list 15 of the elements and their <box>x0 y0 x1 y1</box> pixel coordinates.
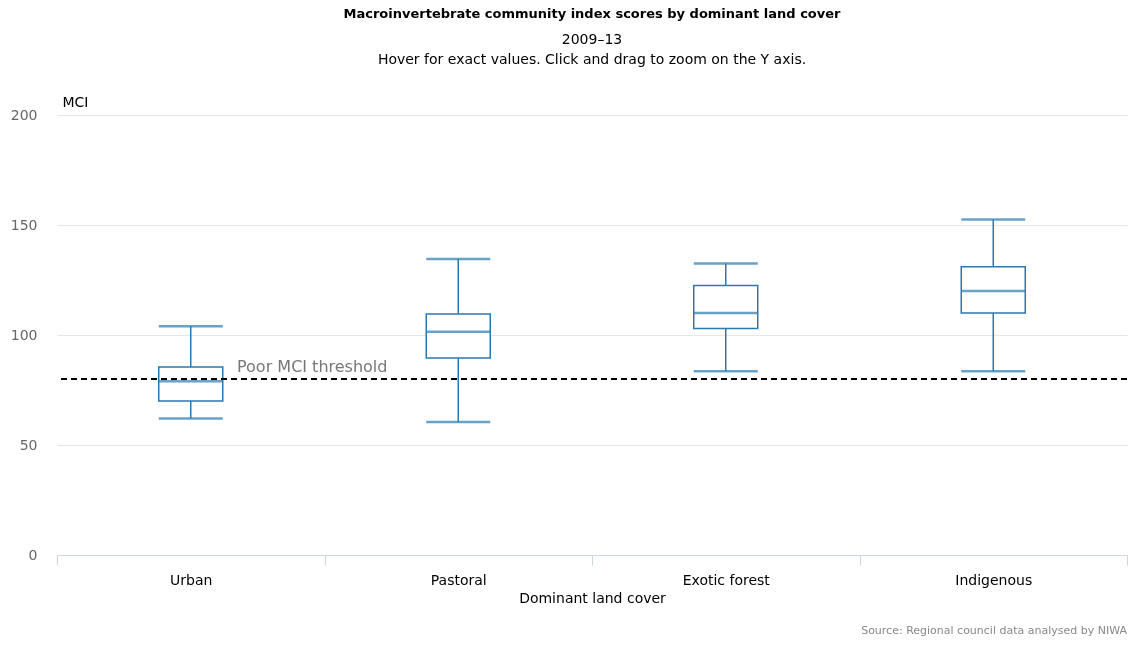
y-tick-label: 50 <box>19 436 38 453</box>
chart-subtitle: 2009–13 Hover for exact values. Click and drag to zoom on the Y axis. <box>377 31 807 67</box>
source-note: Source: Regional council data analysed by NIWA <box>861 624 1128 637</box>
x-tick-label: Urban <box>170 571 213 588</box>
x-tick-label: Pastoral <box>430 571 487 588</box>
y-tick-label: 200 <box>10 106 38 123</box>
ref-line-label: Poor MCI threshold <box>237 357 388 376</box>
y-tick-label: 0 <box>28 546 38 563</box>
x-axis-title: Dominant land cover <box>519 589 667 606</box>
chart-title: Macroinvertebrate community index scores by dominant land cover <box>343 6 842 21</box>
x-tick-label: Indigenous <box>955 571 1033 588</box>
x-tick-label: Exotic forest <box>682 571 771 588</box>
y-tick-label: 100 <box>10 326 38 343</box>
y-tick-label: 150 <box>10 216 38 233</box>
y-axis-title: MCI <box>62 93 89 110</box>
